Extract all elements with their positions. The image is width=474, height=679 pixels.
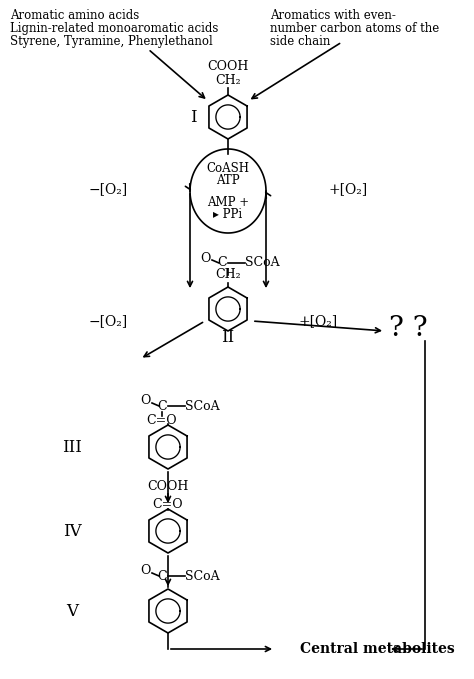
Text: O: O [200,251,210,265]
Text: V: V [66,602,78,619]
Text: C=O: C=O [153,498,183,511]
Text: O: O [140,564,150,578]
Text: SCoA: SCoA [185,399,219,413]
Text: Lignin-related monoaromatic acids: Lignin-related monoaromatic acids [10,22,219,35]
Text: −[O₂]: −[O₂] [88,314,128,328]
Text: CoASH: CoASH [207,162,249,175]
Text: Styrene, Tyramine, Phenylethanol: Styrene, Tyramine, Phenylethanol [10,35,213,48]
Text: C: C [157,570,167,583]
Text: ▸ PPi: ▸ PPi [213,208,243,221]
Text: side chain: side chain [270,35,330,48]
Text: C: C [217,257,227,270]
Text: Central metabolites: Central metabolites [300,642,455,656]
Text: III: III [62,439,82,456]
Text: C=O: C=O [146,414,177,426]
Text: O: O [140,394,150,407]
Text: AMP +: AMP + [207,196,249,208]
Text: number carbon atoms of the: number carbon atoms of the [270,22,439,35]
Text: ATP: ATP [216,174,240,187]
Text: Aromatics with even-: Aromatics with even- [270,9,396,22]
Text: I: I [190,109,196,126]
Text: C: C [157,399,167,413]
Text: IV: IV [63,523,82,540]
Text: ? ?: ? ? [389,316,428,342]
Text: SCoA: SCoA [245,257,279,270]
Text: Aromatic amino acids: Aromatic amino acids [10,9,139,22]
Text: CH₂: CH₂ [215,268,241,282]
Text: CH₂: CH₂ [215,73,241,86]
Text: COOH: COOH [207,60,249,73]
Text: −[O₂]: −[O₂] [88,182,128,196]
Text: SCoA: SCoA [185,570,219,583]
Text: +[O₂]: +[O₂] [298,314,337,328]
Text: +[O₂]: +[O₂] [328,182,368,196]
Text: II: II [221,329,235,346]
Text: COOH: COOH [147,479,189,492]
